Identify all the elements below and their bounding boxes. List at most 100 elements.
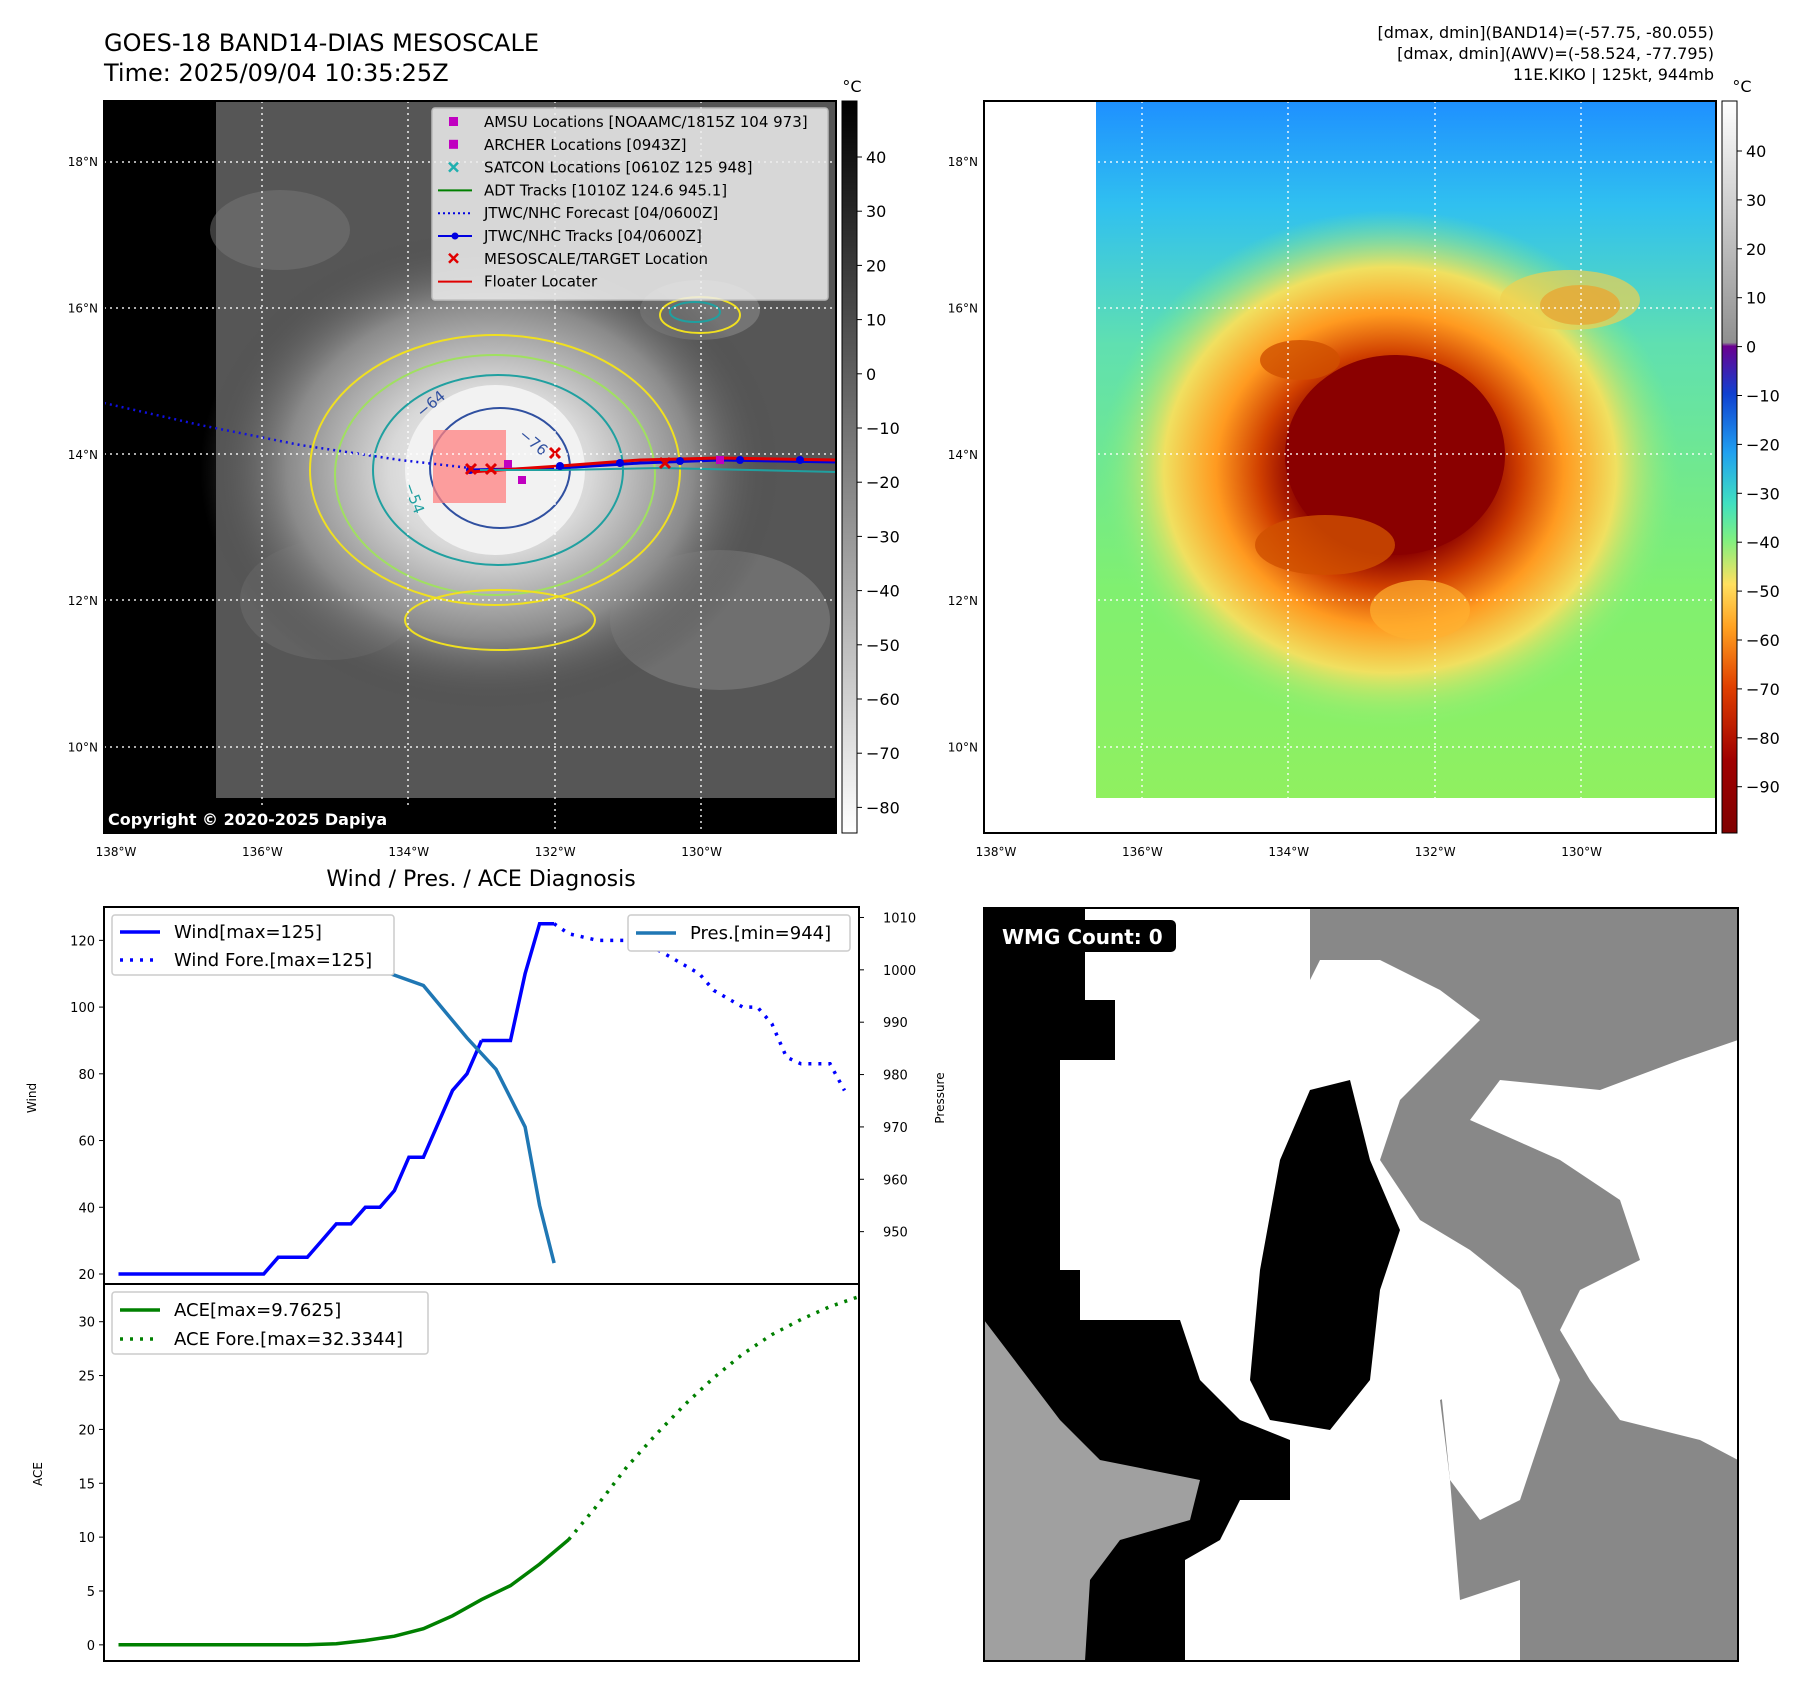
cb-tick-label: −20 bbox=[1746, 435, 1780, 454]
target-markers bbox=[464, 446, 672, 476]
y-right-tick-label: 970 bbox=[883, 1121, 908, 1136]
legend-label: MESOSCALE/TARGET Location bbox=[484, 250, 708, 268]
ace-legend: ACE[max=9.7625] ACE Fore.[max=32.3344] bbox=[111, 1291, 429, 1355]
cb-tick-label: 30 bbox=[1746, 191, 1766, 210]
y-tick-label: 20 bbox=[78, 1268, 95, 1283]
cb-tick-label: −70 bbox=[1746, 680, 1780, 699]
y-right-tick-label: 960 bbox=[883, 1173, 908, 1188]
legend-item: ADT Tracks [1010Z 124.6 945.1] bbox=[438, 181, 727, 199]
lon-tick-label: 132°W bbox=[535, 845, 576, 859]
legend-label: JTWC/NHC Tracks [04/0600Z] bbox=[483, 227, 702, 245]
forecast-track bbox=[103, 401, 471, 470]
floater-track bbox=[469, 456, 837, 474]
cb-tick-label: −10 bbox=[1746, 387, 1780, 406]
color-map-panel bbox=[983, 100, 1717, 834]
cb-tick-label: −80 bbox=[866, 798, 900, 817]
lat-tick-label: 16°N bbox=[948, 301, 978, 315]
cb-tick-label: −10 bbox=[866, 419, 900, 438]
map-legend: AMSU Locations [NOAAMC/1815Z 104 973] ARC… bbox=[431, 107, 829, 301]
lat-tick-label: 14°N bbox=[948, 448, 978, 462]
series-line bbox=[118, 1039, 484, 1276]
legend-item: ARCHER Locations [0943Z] bbox=[449, 136, 687, 154]
legend-item: SATCON Locations [0610Z 125 948] bbox=[448, 159, 752, 177]
y-tick-label: 25 bbox=[78, 1370, 95, 1385]
y-right-tick-label: 990 bbox=[883, 1016, 908, 1031]
y-tick-label: 30 bbox=[78, 1316, 95, 1331]
lat-tick-label: 10°N bbox=[68, 741, 98, 755]
legend-item: Floater Locater bbox=[438, 273, 598, 291]
legend-marker bbox=[449, 117, 458, 126]
wmg-panel: WMG Count: 0 bbox=[983, 907, 1739, 1662]
lon-tick-label: 136°W bbox=[1122, 845, 1163, 859]
legend-label: SATCON Locations [0610Z 125 948] bbox=[484, 159, 752, 177]
cb-tick-label: −60 bbox=[1746, 631, 1780, 650]
lon-tick-label: 130°W bbox=[681, 845, 722, 859]
cb-tick-label: 20 bbox=[866, 256, 886, 275]
legend-item: JTWC/NHC Forecast [04/0600Z] bbox=[438, 204, 718, 222]
cb-tick-label: 0 bbox=[1746, 338, 1756, 357]
legend-label: Floater Locater bbox=[484, 273, 598, 291]
lat-tick-label: 18°N bbox=[68, 155, 98, 169]
pressure-legend: Pres.[min=944] bbox=[627, 914, 851, 952]
figure-time: Time: 2025/09/04 10:35:25Z bbox=[103, 59, 449, 87]
legend-item: JTWC/NHC Tracks [04/0600Z] bbox=[438, 227, 702, 245]
y-right-tick-label: 1000 bbox=[883, 964, 916, 979]
y-tick-label: 100 bbox=[70, 1001, 95, 1016]
wind-pressure-chart: 20 40 60 80 100 120 950 960 970 980 990 1000 1010 Win… bbox=[25, 906, 947, 1285]
legend-marker-dot bbox=[451, 232, 459, 240]
legend-label: ADT Tracks [1010Z 124.6 945.1] bbox=[484, 181, 727, 199]
series-line bbox=[481, 921, 555, 1043]
lon-tick-label: 138°W bbox=[96, 845, 137, 859]
cb-tick-label: 0 bbox=[866, 365, 876, 384]
cb-tick-label: −20 bbox=[866, 473, 900, 492]
cb-tick-label: 20 bbox=[1746, 240, 1766, 259]
legend-label: Wind Fore.[max=125] bbox=[174, 950, 372, 971]
legend-marker bbox=[448, 161, 459, 173]
y-tick-label: 15 bbox=[78, 1477, 95, 1492]
cb-tick-label: 40 bbox=[1746, 142, 1766, 161]
legend-label: Wind[max=125] bbox=[174, 922, 322, 943]
stats-awv: [dmax, dmin](AWV)=(-58.524, -77.795) bbox=[1397, 44, 1714, 63]
lat-tick-label: 16°N bbox=[68, 301, 98, 315]
lat-tick-label: 12°N bbox=[68, 594, 98, 608]
y-tick-label: 10 bbox=[78, 1531, 95, 1546]
lon-tick-label: 134°W bbox=[388, 845, 429, 859]
copyright: Copyright © 2020-2025 Dapiya bbox=[108, 810, 387, 829]
diag-title: Wind / Pres. / ACE Diagnosis bbox=[326, 867, 635, 892]
y-tick-label: 120 bbox=[70, 934, 95, 949]
y-tick-label: 40 bbox=[78, 1201, 95, 1216]
figure-title: GOES-18 BAND14-DIAS MESOSCALE bbox=[104, 29, 539, 57]
wind-axis-label: Wind bbox=[25, 1083, 39, 1113]
y-tick-label: 80 bbox=[78, 1068, 95, 1083]
amsu-markers bbox=[504, 456, 724, 484]
lat-tick-label: 18°N bbox=[948, 155, 978, 169]
y-tick-label: 0 bbox=[87, 1639, 95, 1654]
cb-tick-label: −60 bbox=[866, 690, 900, 709]
cb-tick-label: −80 bbox=[1746, 729, 1780, 748]
cb-tick-label: −30 bbox=[866, 527, 900, 546]
y-tick-label: 5 bbox=[87, 1585, 95, 1600]
legend-label: AMSU Locations [NOAAMC/1815Z 104 973] bbox=[484, 113, 808, 131]
lat-tick-label: 12°N bbox=[948, 594, 978, 608]
lon-tick-label: 132°W bbox=[1415, 845, 1456, 859]
legend-label: JTWC/NHC Forecast [04/0600Z] bbox=[483, 204, 718, 222]
y-right-tick-label: 950 bbox=[883, 1226, 908, 1241]
legend-label: Pres.[min=944] bbox=[690, 923, 831, 944]
pressure-axis-label: Pressure bbox=[933, 1072, 947, 1123]
cb-tick-label: −50 bbox=[866, 636, 900, 655]
lon-tick-label: 138°W bbox=[976, 845, 1017, 859]
storm-info: 11E.KIKO | 125kt, 944mb bbox=[1513, 65, 1714, 84]
cb-tick-label: 10 bbox=[1746, 289, 1766, 308]
color-colorbar-unit: °C bbox=[1732, 77, 1751, 96]
ace-axis-label: ACE bbox=[31, 1462, 45, 1486]
cb-tick-label: 10 bbox=[866, 311, 886, 330]
legend-marker bbox=[449, 139, 458, 149]
ace-chart: 0 5 10 15 20 25 30 ACE ACE[max=9.7625] ACE Fore.[… bbox=[31, 1283, 860, 1662]
cb-tick-label: −30 bbox=[1746, 484, 1780, 503]
cb-tick-label: −90 bbox=[1746, 778, 1780, 797]
wmg-count: WMG Count: 0 bbox=[1002, 925, 1163, 949]
legend-marker bbox=[448, 252, 459, 264]
cb-tick-label: 40 bbox=[866, 148, 886, 167]
lon-tick-label: 134°W bbox=[1268, 845, 1309, 859]
legend-label: ACE Fore.[max=32.3344] bbox=[174, 1329, 403, 1350]
